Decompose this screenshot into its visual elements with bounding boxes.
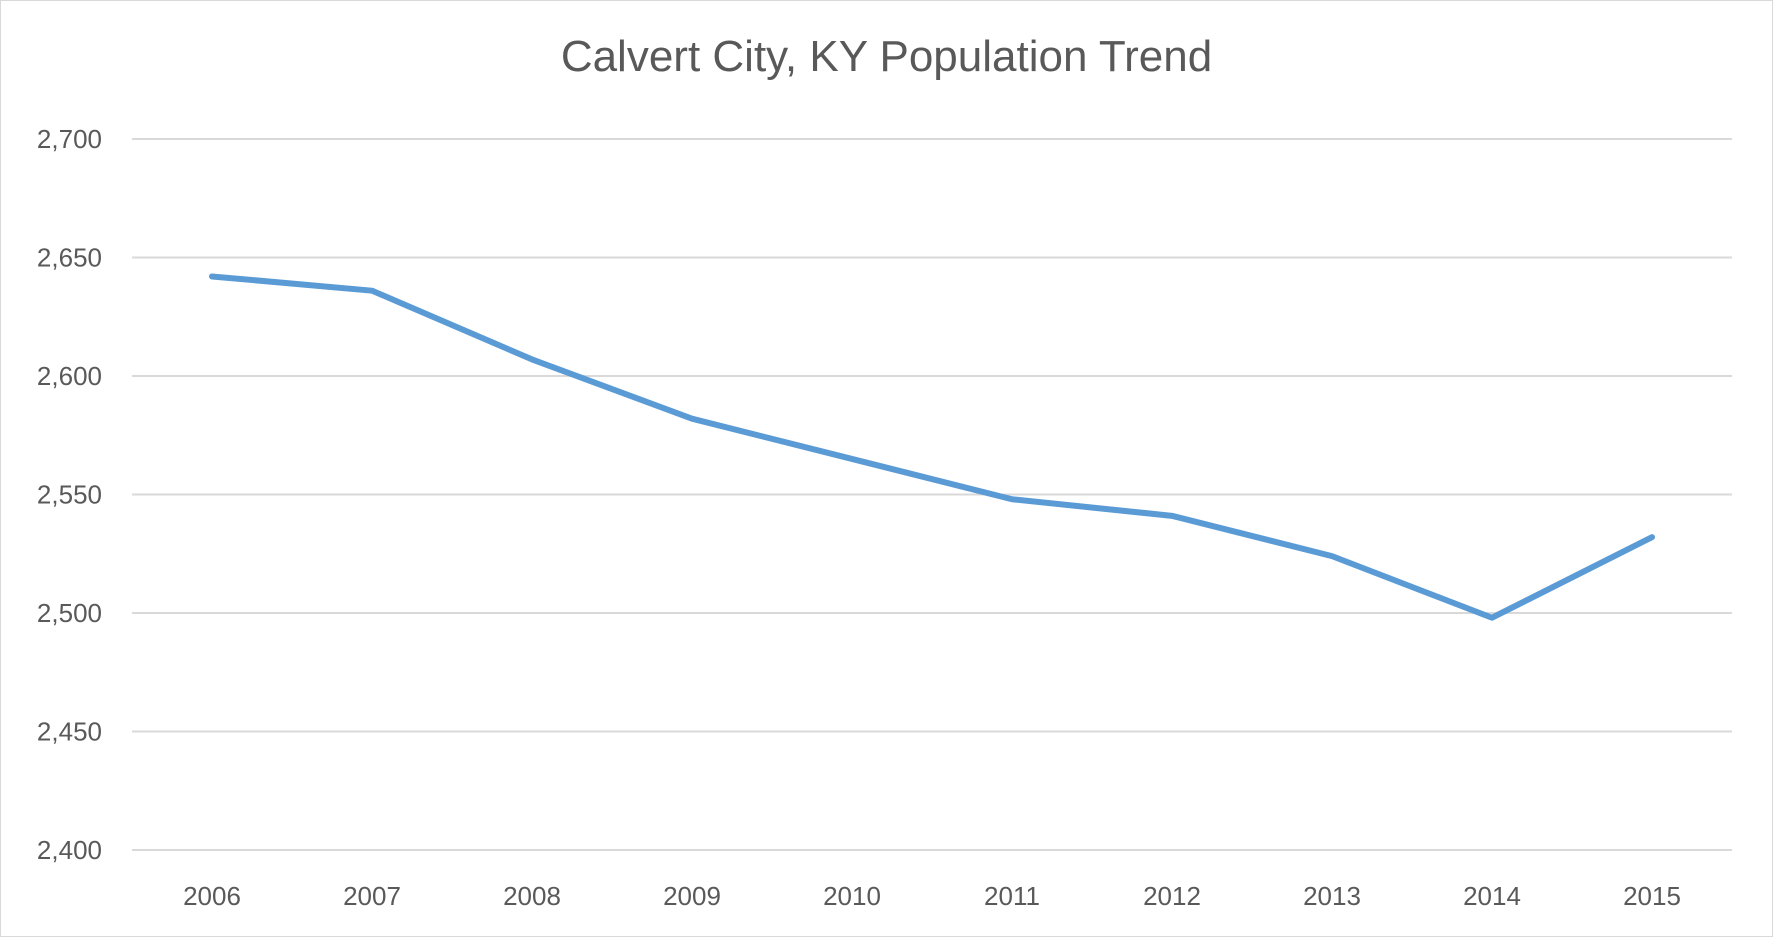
gridlines (132, 138, 1732, 851)
x-tick-label: 2006 (183, 881, 241, 911)
x-tick-label: 2012 (1143, 881, 1201, 911)
y-tick-label: 2,700 (37, 124, 102, 154)
x-axis-ticks: 2006 2007 2008 2009 2010 2011 2012 2013 2014 2015 (183, 881, 1681, 911)
x-tick-label: 2015 (1623, 881, 1681, 911)
x-tick-label: 2010 (823, 881, 881, 911)
x-tick-label: 2008 (503, 881, 561, 911)
y-tick-label: 2,450 (37, 717, 102, 747)
y-tick-label: 2,500 (37, 598, 102, 628)
y-tick-label: 2,550 (37, 480, 102, 510)
x-tick-label: 2013 (1303, 881, 1361, 911)
series-line (209, 273, 1655, 621)
x-tick-label: 2011 (984, 881, 1040, 911)
y-axis-ticks: 2,400 2,450 2,500 2,550 2,600 2,650 2,700 (37, 124, 102, 865)
chart-title: Calvert City, KY Population Trend (560, 32, 1213, 81)
y-tick-label: 2,600 (37, 361, 102, 391)
x-tick-label: 2009 (663, 881, 721, 911)
y-tick-label: 2,650 (37, 243, 102, 273)
x-tick-label: 2007 (343, 881, 401, 911)
x-tick-label: 2014 (1463, 881, 1521, 911)
y-tick-label: 2,400 (37, 835, 102, 865)
series-population (209, 273, 1655, 621)
